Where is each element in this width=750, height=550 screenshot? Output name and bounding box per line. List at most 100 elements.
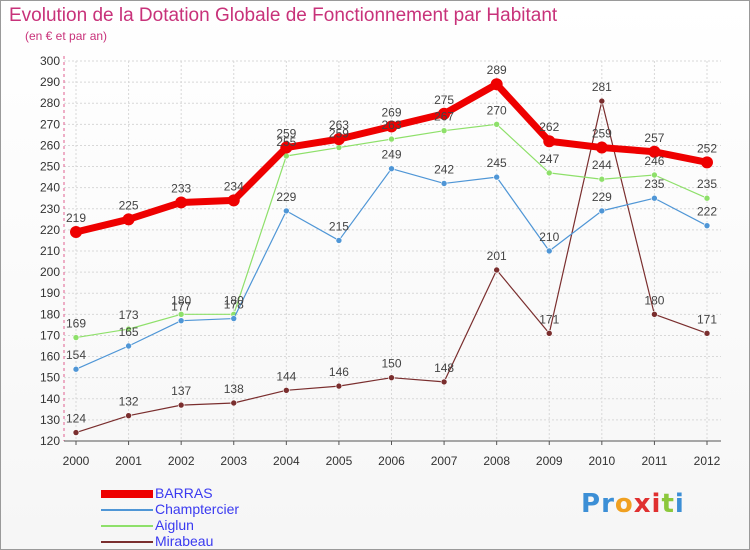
data-point-champtercier (651, 194, 658, 202)
legend-swatch-barras (101, 490, 153, 498)
data-label-champtercier: 178 (224, 298, 244, 312)
data-label-mirabeau: 148 (434, 361, 454, 375)
data-point-aiglun (545, 169, 553, 177)
data-label-champtercier: 154 (66, 348, 86, 362)
data-label-champtercier: 177 (171, 300, 191, 314)
data-label-aiglun: 246 (644, 154, 664, 168)
data-point-champtercier (125, 342, 132, 350)
data-point-champtercier (230, 315, 238, 322)
y-tick-label: 160 (40, 350, 60, 364)
data-point-mirabeau (545, 330, 553, 337)
data-label-aiglun: 263 (381, 118, 401, 132)
data-point-mirabeau (125, 412, 132, 419)
series-layer (70, 78, 713, 436)
y-tick-label: 300 (40, 54, 60, 68)
data-label-champtercier: 249 (381, 148, 401, 162)
logo-letter: o (614, 489, 634, 519)
data-point-barras (280, 141, 293, 154)
x-tick-label: 2011 (642, 454, 668, 468)
y-tick-label: 220 (40, 223, 60, 237)
data-label-barras: 252 (697, 141, 717, 155)
data-label-mirabeau: 201 (487, 249, 507, 263)
axis-layer: 120 130 140 150 160 170 180 190 200 210 220 230 240 2… (40, 54, 721, 468)
data-label-aiglun: 247 (539, 152, 559, 166)
data-label-aiglun: 180 (224, 293, 244, 307)
data-point-aiglun (388, 135, 395, 143)
legend-swatch-champtercier (101, 509, 153, 511)
x-tick-label: 2012 (694, 454, 721, 468)
x-tick-label: 2008 (483, 454, 510, 468)
y-tick-label: 280 (40, 96, 60, 110)
data-point-champtercier (72, 365, 80, 373)
data-point-mirabeau (283, 387, 290, 394)
data-point-aiglun (703, 194, 711, 202)
data-point-aiglun (335, 144, 343, 151)
x-tick-label: 2003 (220, 454, 247, 468)
data-point-champtercier (493, 173, 500, 181)
data-label-champtercier: 235 (644, 177, 664, 191)
data-label-champtercier: 210 (539, 230, 559, 244)
y-tick-label: 200 (40, 265, 60, 279)
data-label-mirabeau: 150 (381, 357, 401, 371)
data-point-champtercier (388, 165, 395, 172)
y-tick-label: 180 (40, 307, 60, 321)
data-label-aiglun: 270 (487, 103, 507, 117)
y-tick-label: 210 (40, 244, 60, 258)
data-point-champtercier (440, 180, 448, 187)
y-tick-label: 230 (40, 202, 60, 216)
y-tick-label: 130 (40, 413, 60, 427)
chart-subtitle: (en € et par an) (25, 29, 108, 43)
data-label-aiglun: 244 (592, 158, 612, 172)
legend-label-champtercier: Champtercier (155, 501, 240, 517)
data-label-mirabeau: 137 (171, 384, 191, 398)
y-tick-label: 190 (40, 286, 60, 300)
data-point-champtercier (335, 237, 343, 244)
data-point-aiglun (493, 121, 500, 128)
data-label-mirabeau: 146 (329, 365, 349, 379)
data-point-mirabeau (230, 399, 238, 407)
y-tick-label: 140 (40, 392, 60, 406)
data-point-barras (122, 213, 135, 226)
data-label-aiglun: 255 (276, 135, 296, 149)
data-point-barras (543, 135, 556, 148)
data-label-barras: 262 (539, 120, 559, 134)
data-point-barras (332, 133, 345, 146)
data-label-champtercier: 222 (697, 205, 717, 219)
y-tick-label: 120 (40, 434, 60, 448)
data-point-aiglun (440, 127, 448, 134)
data-point-aiglun (177, 311, 185, 318)
logo-letter: r (601, 489, 615, 519)
logo-letter: x (633, 489, 652, 519)
proxiti-logo: Proxiti (581, 489, 685, 519)
legend-label-barras: BARRAS (155, 485, 213, 501)
y-tick-label: 250 (40, 160, 60, 174)
x-tick-label: 2002 (168, 454, 195, 468)
data-label-barras: 234 (224, 179, 244, 193)
data-point-barras (701, 156, 713, 169)
data-label-mirabeau: 180 (644, 293, 664, 307)
data-label-champtercier: 229 (276, 190, 296, 204)
x-tick-label: 2000 (63, 454, 90, 468)
data-label-aiglun: 180 (171, 293, 191, 307)
data-label-mirabeau: 132 (119, 395, 139, 409)
data-point-champtercier (703, 222, 711, 229)
data-label-champtercier: 165 (119, 325, 139, 339)
x-tick-label: 2010 (588, 454, 615, 468)
data-label-aiglun: 259 (329, 127, 349, 141)
data-label-barras: 257 (644, 131, 664, 145)
chart-title: Evolution de la Dotation Globale de Fonc… (9, 5, 558, 26)
x-tick-label: 2005 (326, 454, 353, 468)
data-label-barras: 263 (329, 118, 349, 132)
legend-label-aiglun: Aiglun (155, 517, 194, 533)
data-label-aiglun: 235 (697, 177, 717, 191)
data-point-mirabeau (703, 330, 711, 337)
data-point-aiglun (598, 175, 606, 183)
data-label-mirabeau: 124 (66, 412, 86, 426)
data-label-barras: 289 (487, 63, 507, 77)
data-point-mirabeau (335, 382, 343, 390)
legend-swatch-mirabeau (101, 541, 153, 543)
data-point-mirabeau (440, 378, 448, 386)
data-label-barras: 233 (171, 181, 191, 195)
